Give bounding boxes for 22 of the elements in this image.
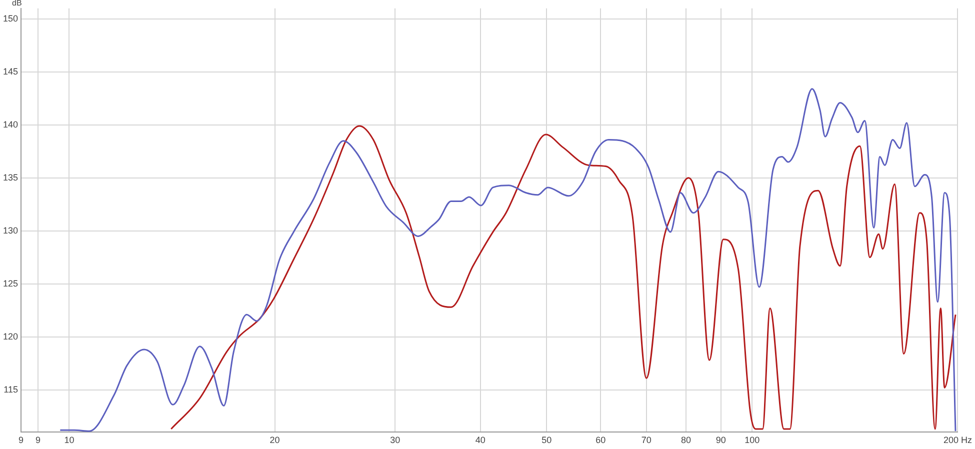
y-axis-title: dB [12,0,22,8]
x-tick-label: 100 [744,435,760,446]
x-tick-label: 20 [270,435,280,446]
y-tick-label: 130 [2,225,18,236]
x-tick-label: 10 [64,435,74,446]
y-tick-label: 120 [2,331,18,342]
y-tick-label: 115 [4,384,18,394]
y-tick-label: 125 [2,278,18,288]
x-tick-label: 80 [680,435,691,446]
x-tick-label: 60 [596,435,606,446]
x-tick-label: 200 Hz [943,435,972,446]
y-tick-label: 140 [2,119,18,130]
y-tick-label: 145 [2,66,18,76]
x-tick-label: 40 [475,435,486,446]
x-tick-label: 9 [35,435,40,446]
x-tick-label: 50 [542,435,552,446]
y-tick-label: 150 [2,13,18,24]
x-tick-label: 90 [716,435,726,446]
y-tick-label: 135 [2,172,18,182]
x-tick-label: 30 [390,435,400,446]
x-tick-label: 9 [18,435,24,446]
x-tick-label: 70 [641,435,652,446]
